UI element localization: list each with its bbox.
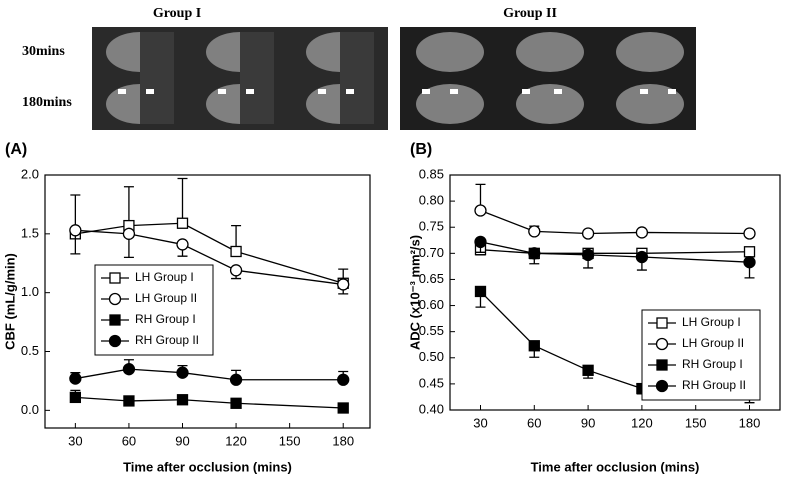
y-tick-label: 0.80 [419, 193, 444, 208]
x-tick-label: 180 [332, 433, 354, 448]
data-point [123, 395, 135, 407]
data-point [176, 366, 189, 379]
data-point [69, 391, 82, 404]
error-bar [123, 186, 134, 226]
legend-label: RH Group II [135, 333, 199, 347]
legend-label: RH Group I [682, 357, 743, 371]
data-point [635, 226, 649, 239]
x-tick-label: 180 [739, 415, 761, 430]
data-point [528, 247, 541, 260]
y-tick-label: 0.60 [419, 297, 444, 312]
legend-label: RH Group II [682, 378, 746, 392]
legend-label: LH Group I [682, 315, 741, 329]
data-point [69, 224, 82, 237]
group-label: Group II [503, 6, 557, 21]
y-tick-label: 1.0 [21, 284, 39, 299]
data-point [176, 394, 189, 406]
data-point [230, 397, 242, 409]
y-tick-label: 0.70 [419, 245, 444, 260]
data-point [743, 256, 756, 269]
y-tick-label: 1.5 [21, 225, 39, 240]
group-label: Group I [153, 6, 201, 21]
x-tick-label: 30 [473, 415, 487, 430]
data-point [474, 285, 487, 298]
data-point [337, 373, 350, 386]
y-axis-label: CBF (mL/g/min) [2, 253, 17, 350]
row-label: 30mins [22, 44, 65, 59]
data-point [230, 245, 242, 258]
data-point [176, 217, 189, 229]
data-point [582, 364, 594, 376]
panel-label: (A) [5, 141, 27, 158]
panel-label: (B) [410, 141, 432, 158]
legend-marker [108, 334, 122, 348]
y-tick-label: 0.5 [21, 343, 39, 358]
data-point [176, 238, 189, 251]
y-tick-label: 0.55 [419, 323, 444, 338]
y-tick-label: 0.75 [419, 219, 444, 234]
data-point [581, 227, 595, 240]
legend-label: RH Group I [135, 312, 196, 326]
error-bar [177, 177, 188, 224]
x-tick-label: 60 [122, 433, 136, 448]
y-tick-label: 2.0 [21, 166, 39, 181]
x-tick-label: 90 [175, 433, 189, 448]
series-line [75, 396, 344, 409]
data-point [528, 225, 541, 238]
series-line [480, 209, 750, 235]
x-tick-label: 150 [685, 415, 707, 430]
data-point [337, 402, 349, 414]
y-tick-label: 0.85 [419, 166, 444, 181]
legend-label: LH Group II [135, 291, 197, 305]
data-point [635, 250, 649, 264]
x-axis-label: Time after occlusion (mins) [531, 459, 700, 474]
data-point [528, 340, 540, 352]
row-label: 180mins [22, 95, 72, 110]
data-point [743, 246, 756, 258]
data-point [122, 363, 136, 376]
data-point [229, 373, 243, 386]
y-tick-label: 0.0 [21, 402, 39, 417]
legend-marker [108, 292, 122, 306]
mri-images [92, 27, 696, 130]
series-line [75, 368, 344, 381]
data-point [581, 248, 595, 262]
x-axis-label: Time after occlusion (mins) [123, 459, 292, 474]
y-tick-label: 0.45 [419, 375, 444, 390]
y-tick-label: 0.50 [419, 349, 444, 364]
x-tick-label: 120 [631, 415, 653, 430]
x-tick-label: 30 [68, 433, 82, 448]
x-tick-label: 60 [527, 415, 541, 430]
data-point [743, 227, 756, 240]
y-tick-label: 0.65 [419, 271, 444, 286]
data-point [337, 278, 350, 291]
y-tick-label: 0.40 [419, 401, 444, 416]
data-point [229, 264, 243, 277]
legend-label: LH Group I [135, 270, 194, 284]
legend-marker [655, 379, 669, 393]
x-tick-label: 120 [225, 433, 247, 448]
data-point [474, 235, 487, 248]
plot-frame [449, 174, 781, 411]
x-tick-label: 90 [581, 415, 595, 430]
legend-marker [109, 314, 121, 326]
legend-marker [656, 359, 668, 371]
legend-label: LH Group II [682, 336, 744, 350]
data-point [474, 204, 487, 217]
legend-marker [655, 337, 669, 351]
legend-marker [656, 317, 668, 329]
x-tick-label: 150 [279, 433, 301, 448]
y-axis-label: ADC (x10⁻³ mm²/s) [407, 235, 422, 350]
plot-frame [44, 174, 371, 429]
legend-marker [109, 272, 121, 284]
data-point [122, 227, 136, 240]
data-point [69, 372, 82, 385]
